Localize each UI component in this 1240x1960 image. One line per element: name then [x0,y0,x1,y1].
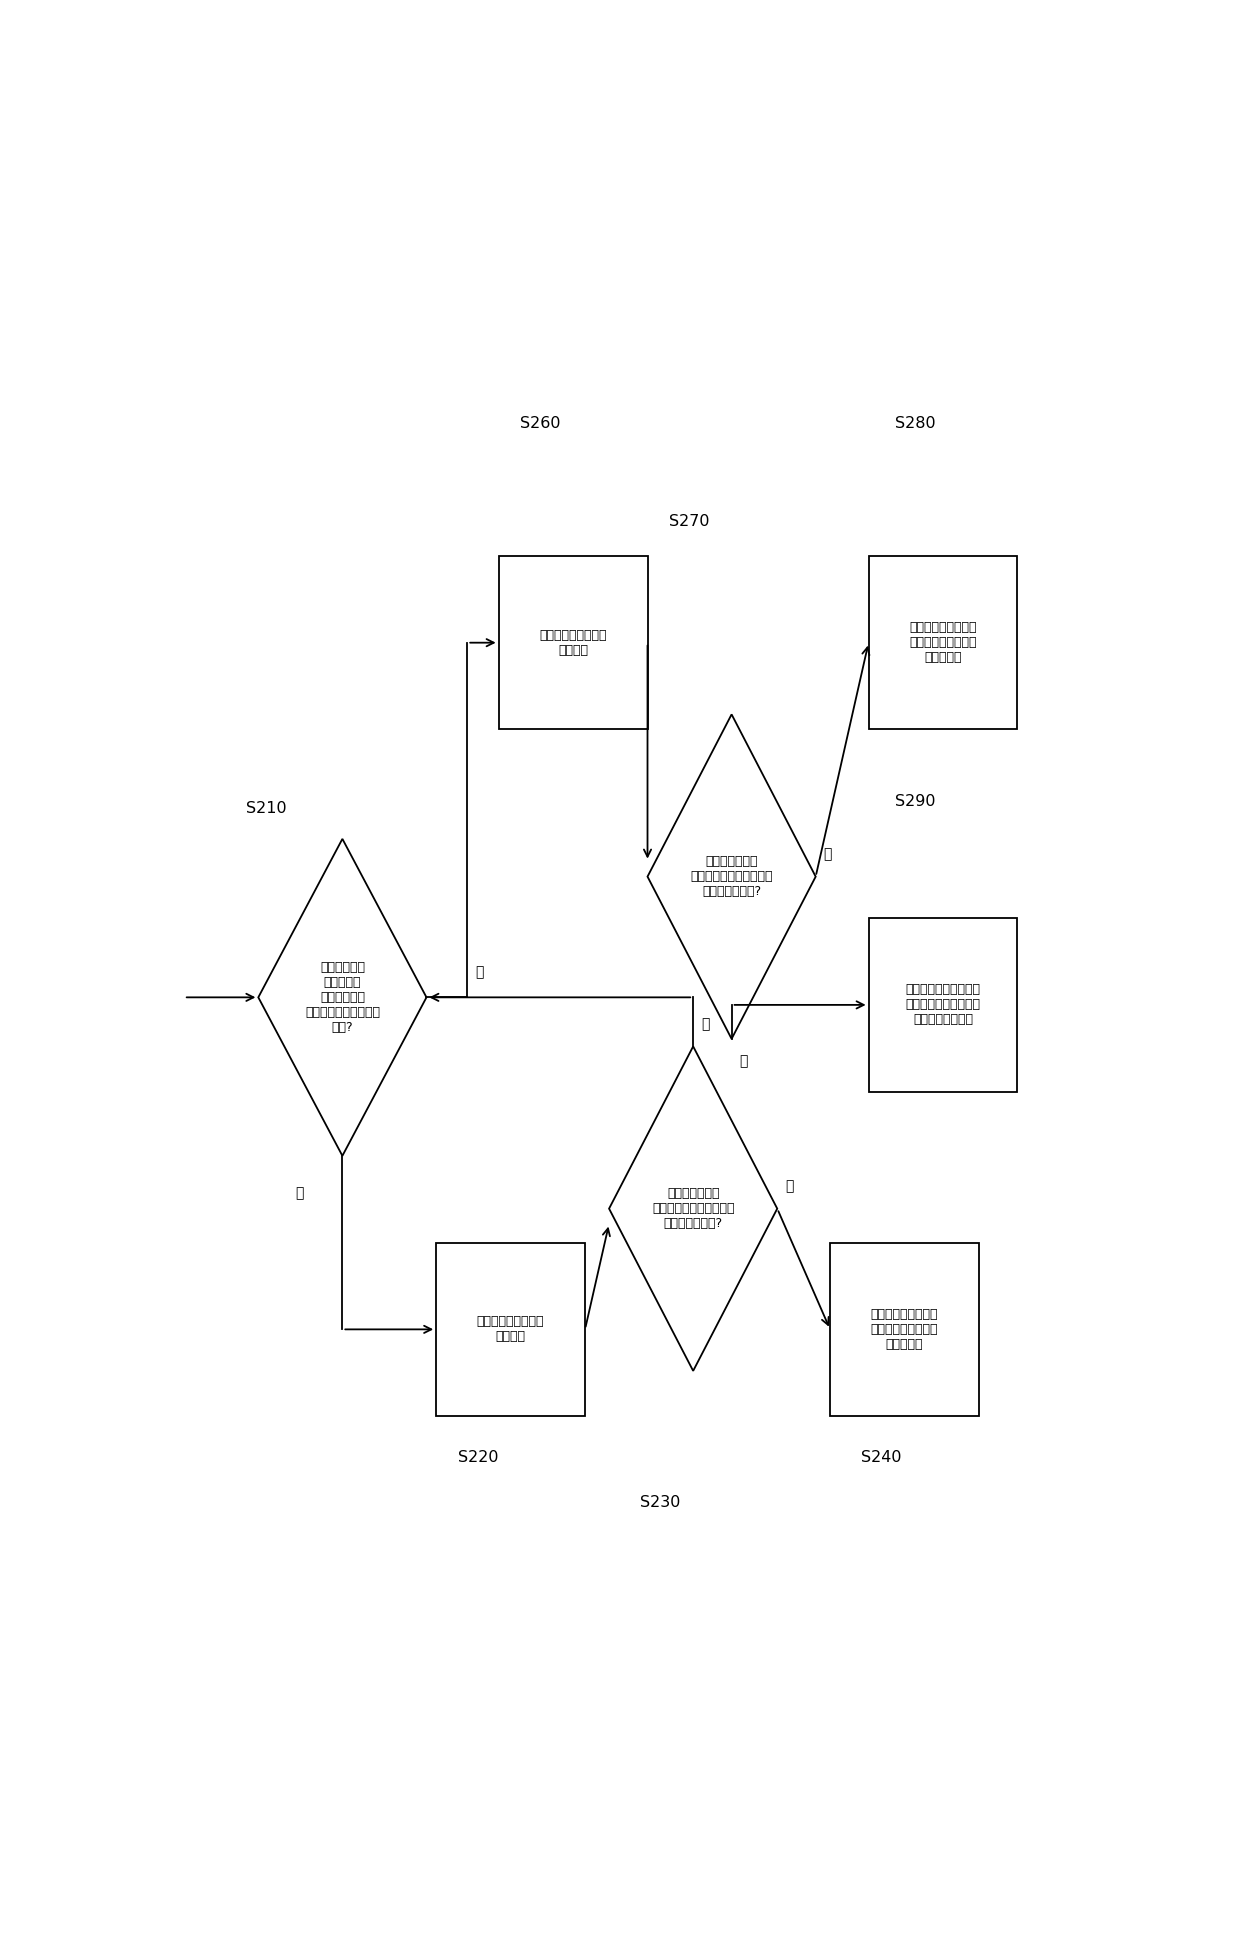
Text: 是: 是 [823,847,832,862]
Text: S270: S270 [670,514,709,529]
Text: 所读取的属性值
与发生运行错误的控制程
序的属性值相同?: 所读取的属性值 与发生运行错误的控制程 序的属性值相同? [652,1188,734,1231]
Polygon shape [609,1047,777,1370]
Text: 否: 否 [701,1017,709,1031]
Text: S260: S260 [521,416,560,431]
Text: 是: 是 [785,1180,794,1194]
Bar [498,557,647,729]
Text: 按照针对该运行错误
所确定的处理方式执
行错误处理: 按照针对该运行错误 所确定的处理方式执 行错误处理 [909,621,977,664]
Bar [830,1243,980,1417]
Text: 读取下一个控制程序
的属性值: 读取下一个控制程序 的属性值 [539,629,606,657]
Text: 否: 否 [475,964,484,980]
Text: 是: 是 [295,1186,304,1200]
Text: 读取下一个控制程序
的属性值: 读取下一个控制程序 的属性值 [477,1315,544,1343]
Text: 否: 否 [739,1054,748,1068]
Polygon shape [647,713,816,1039]
Bar [868,557,1018,729]
Text: S240: S240 [862,1450,901,1466]
Polygon shape [258,839,427,1156]
Text: 按照与所读取的属性值
对应的预先配置的处理
方式执行错误处理: 按照与所读取的属性值 对应的预先配置的处理 方式执行错误处理 [905,984,981,1027]
Bar [436,1243,585,1417]
Text: S220: S220 [458,1450,498,1466]
Text: S280: S280 [895,416,936,431]
Text: S290: S290 [895,794,935,809]
Text: 所读取的属性值
与发生运行错误的控制程
序的属性值相同?: 所读取的属性值 与发生运行错误的控制程 序的属性值相同? [691,855,773,898]
Text: S230: S230 [640,1495,681,1511]
Text: S210: S210 [247,802,286,815]
Bar [868,917,1018,1092]
Text: 发生运行错误
的控制程序
的属性值指示
该控制程序属于特定子
系统?: 发生运行错误 的控制程序 的属性值指示 该控制程序属于特定子 系统? [305,960,379,1033]
Text: 按照针对该运行错误
所确定的处理方式执
行错误处理: 按照针对该运行错误 所确定的处理方式执 行错误处理 [870,1307,939,1350]
